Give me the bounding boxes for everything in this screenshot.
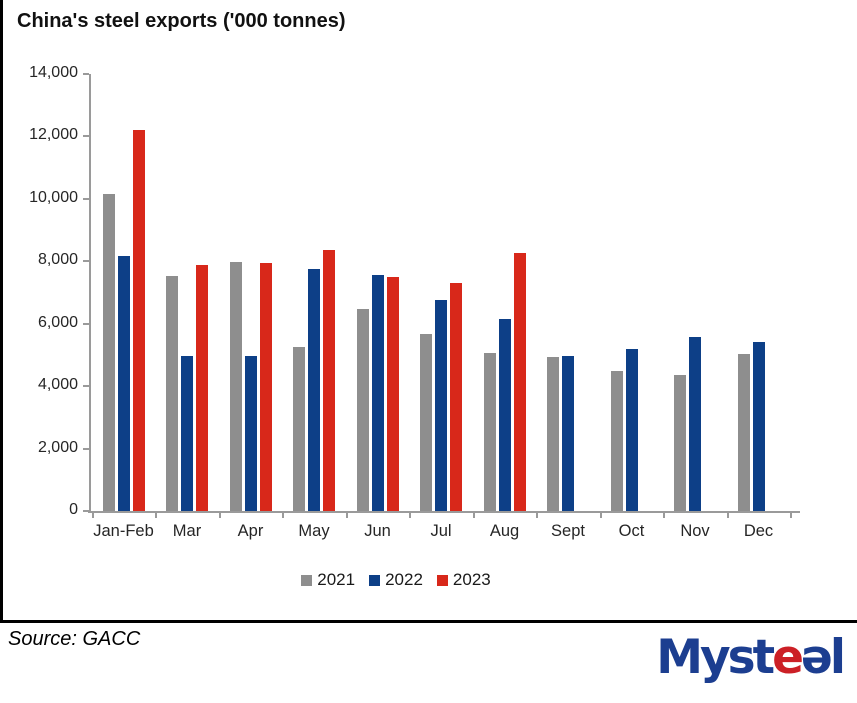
logo-letter-l: l xyxy=(829,630,846,685)
logo-letter-e-red: e xyxy=(772,630,804,685)
x-axis-category-label: Sept xyxy=(551,522,585,540)
y-axis-tick-label: 6,000 xyxy=(37,313,78,331)
y-axis-line xyxy=(89,74,91,511)
footer-divider-rule xyxy=(0,620,857,623)
x-axis-category-label: Apr xyxy=(237,522,264,540)
bar-2021-Dec xyxy=(737,353,750,511)
y-axis-tick-label: 14,000 xyxy=(29,64,78,81)
x-axis-tick xyxy=(599,513,602,518)
y-axis-tick xyxy=(83,322,89,325)
chart-legend: 2021 2022 2023 xyxy=(0,570,792,590)
logo-text-myst: Myst xyxy=(656,630,775,685)
x-axis-category-label: Jul xyxy=(430,522,452,540)
legend-swatch-2021 xyxy=(301,574,313,586)
bar-2021-Apr xyxy=(229,262,242,511)
x-axis-tick xyxy=(663,513,666,518)
bar-2022-Nov xyxy=(689,336,701,511)
x-axis-category-label: Mar xyxy=(172,522,202,540)
y-axis-tick-label: 10,000 xyxy=(29,188,78,206)
x-axis-tick xyxy=(155,513,158,518)
x-axis-category-label: May xyxy=(298,522,330,540)
x-axis-category-label: Nov xyxy=(680,522,710,540)
x-axis-tick xyxy=(409,513,412,518)
y-axis-tick-label: 2,000 xyxy=(37,438,78,456)
bar-2021-Jan-Feb xyxy=(102,194,115,511)
bar-2021-Nov xyxy=(674,374,686,511)
x-axis-tick xyxy=(218,513,221,518)
bar-2023-May xyxy=(323,250,335,511)
x-axis-tick xyxy=(91,513,94,518)
bar-2022-Sept xyxy=(562,355,574,511)
x-axis-category-label: Dec xyxy=(743,522,774,540)
y-axis-tick xyxy=(83,135,89,138)
bar-2022-Oct xyxy=(625,349,638,511)
legend-swatch-2023 xyxy=(436,574,448,586)
bar-2022-Aug xyxy=(498,319,511,511)
bar-2022-Jun xyxy=(371,275,384,511)
bar-2023-Apr xyxy=(259,263,272,511)
bar-2021-Jul xyxy=(420,334,432,511)
x-axis-line xyxy=(88,511,800,513)
mysteel-logo: Mysteəl xyxy=(656,630,846,685)
y-axis-tick xyxy=(83,73,89,75)
x-axis-tick xyxy=(282,513,285,518)
bar-2022-Dec xyxy=(752,342,765,511)
left-border-rule xyxy=(0,0,3,622)
bar-2021-Oct xyxy=(610,370,623,511)
bar-2022-Jan-Feb xyxy=(117,255,130,511)
legend-item-2021: 2021 xyxy=(301,570,355,590)
logo-letter-e-reversed: ə xyxy=(800,630,833,685)
bar-2021-Aug xyxy=(483,353,496,511)
bar-2023-Jul xyxy=(450,282,462,511)
y-axis-tick xyxy=(83,447,89,450)
bar-2022-May xyxy=(308,268,320,511)
legend-item-2023: 2023 xyxy=(436,570,491,590)
y-axis-tick xyxy=(83,260,89,263)
bar-2023-Mar xyxy=(196,264,208,511)
y-axis-tick xyxy=(83,385,89,388)
legend-item-2022: 2022 xyxy=(369,570,423,590)
bar-2021-Jun xyxy=(356,309,369,511)
x-axis-tick xyxy=(536,513,539,518)
legend-label-2022: 2022 xyxy=(385,570,423,589)
x-axis-category-label: Jan-Feb xyxy=(93,522,154,540)
y-axis-tick-label: 8,000 xyxy=(37,251,78,269)
bar-2023-Aug xyxy=(513,252,526,511)
legend-label-2023: 2023 xyxy=(452,570,491,589)
bar-2023-Jun xyxy=(386,276,399,511)
x-axis-category-label: Aug xyxy=(489,522,520,540)
x-axis-category-label: Oct xyxy=(618,522,645,540)
y-axis-tick-label: 4,000 xyxy=(37,376,78,394)
y-axis-tick-label: 0 xyxy=(69,501,78,518)
bar-2021-Mar xyxy=(166,275,178,511)
y-axis-tick xyxy=(83,510,89,512)
source-note: Source: GACC xyxy=(8,628,141,650)
legend-swatch-2022 xyxy=(369,574,381,586)
bar-2023-Jan-Feb xyxy=(132,130,145,511)
bar-2021-May xyxy=(293,346,305,511)
x-axis-tick xyxy=(472,513,475,518)
x-axis-tick xyxy=(790,513,793,518)
x-axis-tick xyxy=(345,513,348,518)
y-axis-tick xyxy=(83,197,89,200)
x-axis-category-label: Jun xyxy=(364,522,391,540)
bar-2022-Apr xyxy=(244,355,257,511)
legend-label-2021: 2021 xyxy=(317,570,356,589)
chart-title: China's steel exports ('000 tonnes) xyxy=(17,10,346,32)
y-axis-tick-label: 12,000 xyxy=(29,126,78,144)
bar-2022-Mar xyxy=(181,356,193,511)
bar-2022-Jul xyxy=(435,299,447,511)
bar-chart-plot-area: 0 2,000 4,000 6,000 8,000 10,000 12,000 14,000 J… xyxy=(29,64,800,540)
x-axis-tick xyxy=(726,513,729,518)
bar-2021-Sept xyxy=(547,357,559,511)
